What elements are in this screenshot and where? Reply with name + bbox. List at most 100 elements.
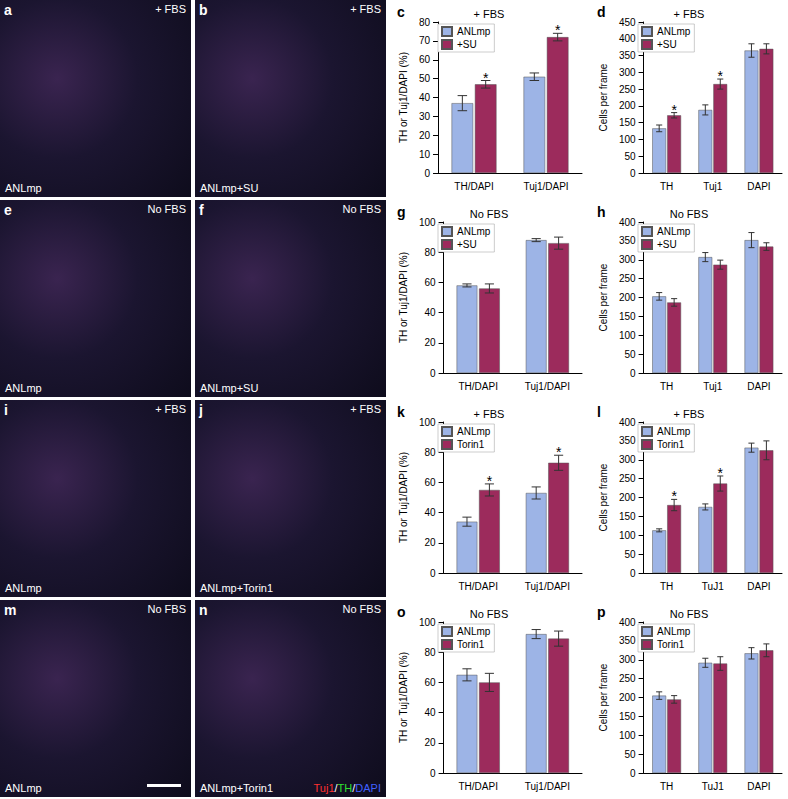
svg-text:d: d: [597, 4, 606, 20]
svg-text:80: 80: [419, 17, 431, 28]
svg-text:c: c: [397, 4, 405, 20]
svg-text:DAPI: DAPI: [747, 381, 770, 392]
svg-text:+SU: +SU: [457, 239, 477, 250]
svg-text:350: 350: [619, 235, 636, 246]
svg-text:60: 60: [424, 277, 436, 288]
svg-text:250: 250: [619, 673, 636, 684]
svg-text:20: 20: [424, 537, 436, 548]
svg-text:l: l: [597, 404, 601, 420]
svg-text:TH/DAPI: TH/DAPI: [458, 581, 497, 592]
svg-text:TH/DAPI: TH/DAPI: [454, 181, 493, 192]
svg-text:80: 80: [424, 247, 436, 258]
svg-text:o: o: [397, 604, 406, 620]
svg-text:100: 100: [619, 730, 636, 741]
svg-text:ANLmp: ANLmp: [657, 426, 691, 437]
svg-text:0: 0: [630, 168, 636, 179]
svg-text:100: 100: [619, 530, 636, 541]
svg-text:TuJ1: TuJ1: [702, 581, 724, 592]
svg-text:ANLmp: ANLmp: [657, 626, 691, 637]
svg-text:200: 200: [619, 292, 636, 303]
svg-text:Tuj1: Tuj1: [703, 181, 723, 192]
svg-text:+ FBS: + FBS: [474, 8, 505, 20]
svg-text:ANLmp: ANLmp: [457, 26, 491, 37]
svg-text:TH: TH: [660, 781, 673, 792]
svg-text:80: 80: [424, 447, 436, 458]
svg-text:50: 50: [624, 549, 636, 560]
svg-text:50: 50: [624, 151, 636, 162]
svg-text:30: 30: [419, 111, 431, 122]
svg-text:Torin1: Torin1: [657, 439, 685, 450]
svg-text:TH: TH: [660, 381, 673, 392]
svg-text:+ FBS: + FBS: [674, 8, 705, 20]
svg-text:100: 100: [419, 217, 436, 228]
svg-text:TH or Tuj1/DAPI (%): TH or Tuj1/DAPI (%): [398, 652, 409, 743]
svg-text:300: 300: [619, 254, 636, 265]
svg-text:200: 200: [619, 692, 636, 703]
svg-text:No FBS: No FBS: [670, 608, 709, 620]
svg-text:0: 0: [630, 768, 636, 779]
svg-text:*: *: [671, 102, 677, 118]
svg-text:*: *: [671, 488, 677, 504]
svg-text:40: 40: [424, 307, 436, 318]
svg-text:No FBS: No FBS: [670, 208, 709, 220]
svg-text:250: 250: [619, 273, 636, 284]
svg-text:g: g: [397, 204, 406, 220]
svg-text:TH: TH: [660, 181, 673, 192]
svg-text:TH/DAPI: TH/DAPI: [458, 781, 497, 792]
svg-text:p: p: [597, 604, 606, 620]
svg-text:20: 20: [424, 337, 436, 348]
svg-text:50: 50: [419, 73, 431, 84]
svg-text:250: 250: [619, 84, 636, 95]
svg-text:350: 350: [619, 435, 636, 446]
svg-text:h: h: [597, 204, 606, 220]
svg-text:20: 20: [424, 737, 436, 748]
svg-text:*: *: [718, 68, 724, 84]
svg-text:40: 40: [419, 92, 431, 103]
svg-text:50: 50: [624, 349, 636, 360]
svg-text:ANLmp: ANLmp: [457, 626, 491, 637]
svg-text:*: *: [483, 70, 489, 86]
svg-text:TH/DAPI: TH/DAPI: [458, 381, 497, 392]
svg-text:Torin1: Torin1: [457, 639, 485, 650]
svg-text:350: 350: [619, 635, 636, 646]
svg-text:Tuj1/DAPI: Tuj1/DAPI: [525, 381, 570, 392]
svg-text:DAPI: DAPI: [747, 781, 770, 792]
svg-text:100: 100: [619, 134, 636, 145]
svg-text:Cells per frame: Cells per frame: [598, 463, 609, 531]
svg-text:No FBS: No FBS: [470, 208, 509, 220]
svg-text:0: 0: [430, 768, 436, 779]
svg-text:ANLmp: ANLmp: [457, 426, 491, 437]
svg-text:*: *: [487, 473, 493, 489]
svg-text:+SU: +SU: [457, 39, 477, 50]
svg-text:150: 150: [619, 117, 636, 128]
svg-text:400: 400: [619, 617, 636, 628]
svg-text:Tuj1/DAPI: Tuj1/DAPI: [523, 181, 568, 192]
svg-text:DAPI: DAPI: [747, 581, 770, 592]
svg-text:10: 10: [419, 149, 431, 160]
svg-text:400: 400: [619, 417, 636, 428]
svg-text:*: *: [556, 444, 562, 460]
svg-text:200: 200: [619, 100, 636, 111]
svg-text:Cells per frame: Cells per frame: [598, 263, 609, 331]
svg-text:300: 300: [619, 454, 636, 465]
svg-text:TH: TH: [660, 581, 673, 592]
svg-text:+SU: +SU: [657, 239, 677, 250]
svg-text:*: *: [555, 22, 561, 38]
svg-text:0: 0: [430, 368, 436, 379]
svg-text:150: 150: [619, 311, 636, 322]
svg-text:Torin1: Torin1: [457, 439, 485, 450]
svg-text:250: 250: [619, 473, 636, 484]
svg-text:*: *: [718, 465, 724, 481]
svg-text:150: 150: [619, 711, 636, 722]
svg-text:400: 400: [619, 33, 636, 44]
svg-text:ANLmp: ANLmp: [457, 226, 491, 237]
svg-text:ANLmp: ANLmp: [657, 26, 691, 37]
svg-text:Cells per frame: Cells per frame: [598, 63, 609, 131]
svg-text:Tuj1: Tuj1: [703, 381, 723, 392]
svg-text:Cells per frame: Cells per frame: [598, 663, 609, 731]
svg-text:TH or Tuj1/DAPI (%): TH or Tuj1/DAPI (%): [398, 252, 409, 343]
svg-text:300: 300: [619, 67, 636, 78]
svg-text:0: 0: [430, 568, 436, 579]
svg-text:100: 100: [619, 330, 636, 341]
svg-text:100: 100: [419, 617, 436, 628]
